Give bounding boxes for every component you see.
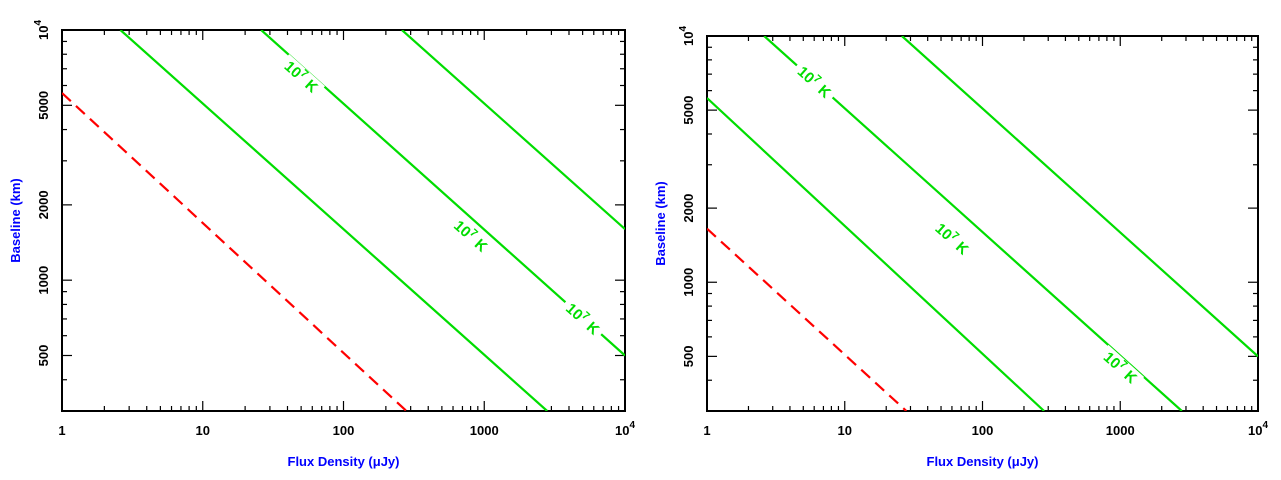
svg-text:107K: 107K <box>562 299 604 339</box>
y-tick-label: 1000 <box>681 268 696 297</box>
y-tick-label: 1000 <box>36 266 51 295</box>
tick-marks <box>61 29 625 412</box>
contour-label: 107K <box>1096 344 1145 391</box>
x-tick-label: 104 <box>615 420 635 438</box>
x-tick-label: 1000 <box>1106 423 1135 438</box>
tick-marks <box>706 35 1258 412</box>
x-tick-label: 10 <box>196 423 210 438</box>
x-tick-label: 100 <box>972 423 994 438</box>
contour-line <box>119 30 548 411</box>
x-tick-label: 10 <box>838 423 852 438</box>
contour-label: 107K <box>277 54 326 100</box>
y-tick-label: 5000 <box>681 96 696 125</box>
contour-line <box>707 97 1045 411</box>
contour-label: 107K <box>790 59 839 105</box>
y-tick-label: 104 <box>678 26 696 46</box>
contour-line <box>401 30 625 230</box>
x-tick-label: 104 <box>1248 420 1268 438</box>
limit-line <box>707 227 908 411</box>
y-tick-label: 5000 <box>36 91 51 120</box>
y-tick-label: 104 <box>33 20 51 40</box>
x-axis-title: Flux Density (μJy) <box>927 454 1039 469</box>
chart-panel-left: 1 10 100 1000 104 500 1000 2000 5000 104 Flux Dens… <box>0 0 640 480</box>
contour-label: 107K <box>446 213 495 259</box>
chart-left: 1 10 100 1000 104 500 1000 2000 5000 104 Flux Dens… <box>8 20 635 469</box>
x-tick-label: 1 <box>703 423 710 438</box>
chart-right: 1 10 100 1000 104 500 1000 2000 5000 104 Flux Dens… <box>653 26 1268 469</box>
contour-label: 107K <box>928 216 976 262</box>
y-tick-label: 500 <box>681 346 696 368</box>
x-tick-label: 1 <box>58 423 65 438</box>
series-group <box>62 30 625 411</box>
y-tick-label: 2000 <box>36 190 51 219</box>
x-tick-label: 100 <box>333 423 355 438</box>
limit-line <box>62 92 408 411</box>
y-tick-label: 2000 <box>681 194 696 223</box>
x-axis-title: Flux Density (μJy) <box>288 454 400 469</box>
contour-line <box>901 36 1258 358</box>
y-tick-label: 500 <box>36 345 51 367</box>
series-group <box>707 36 1258 411</box>
y-axis-title: Baseline (km) <box>8 178 23 263</box>
y-axis-title: Baseline (km) <box>653 181 668 266</box>
chart-panel-right: 1 10 100 1000 104 500 1000 2000 5000 104 Flux Dens… <box>641 0 1281 480</box>
contour-label: 107K <box>558 296 607 342</box>
x-tick-label: 1000 <box>470 423 499 438</box>
